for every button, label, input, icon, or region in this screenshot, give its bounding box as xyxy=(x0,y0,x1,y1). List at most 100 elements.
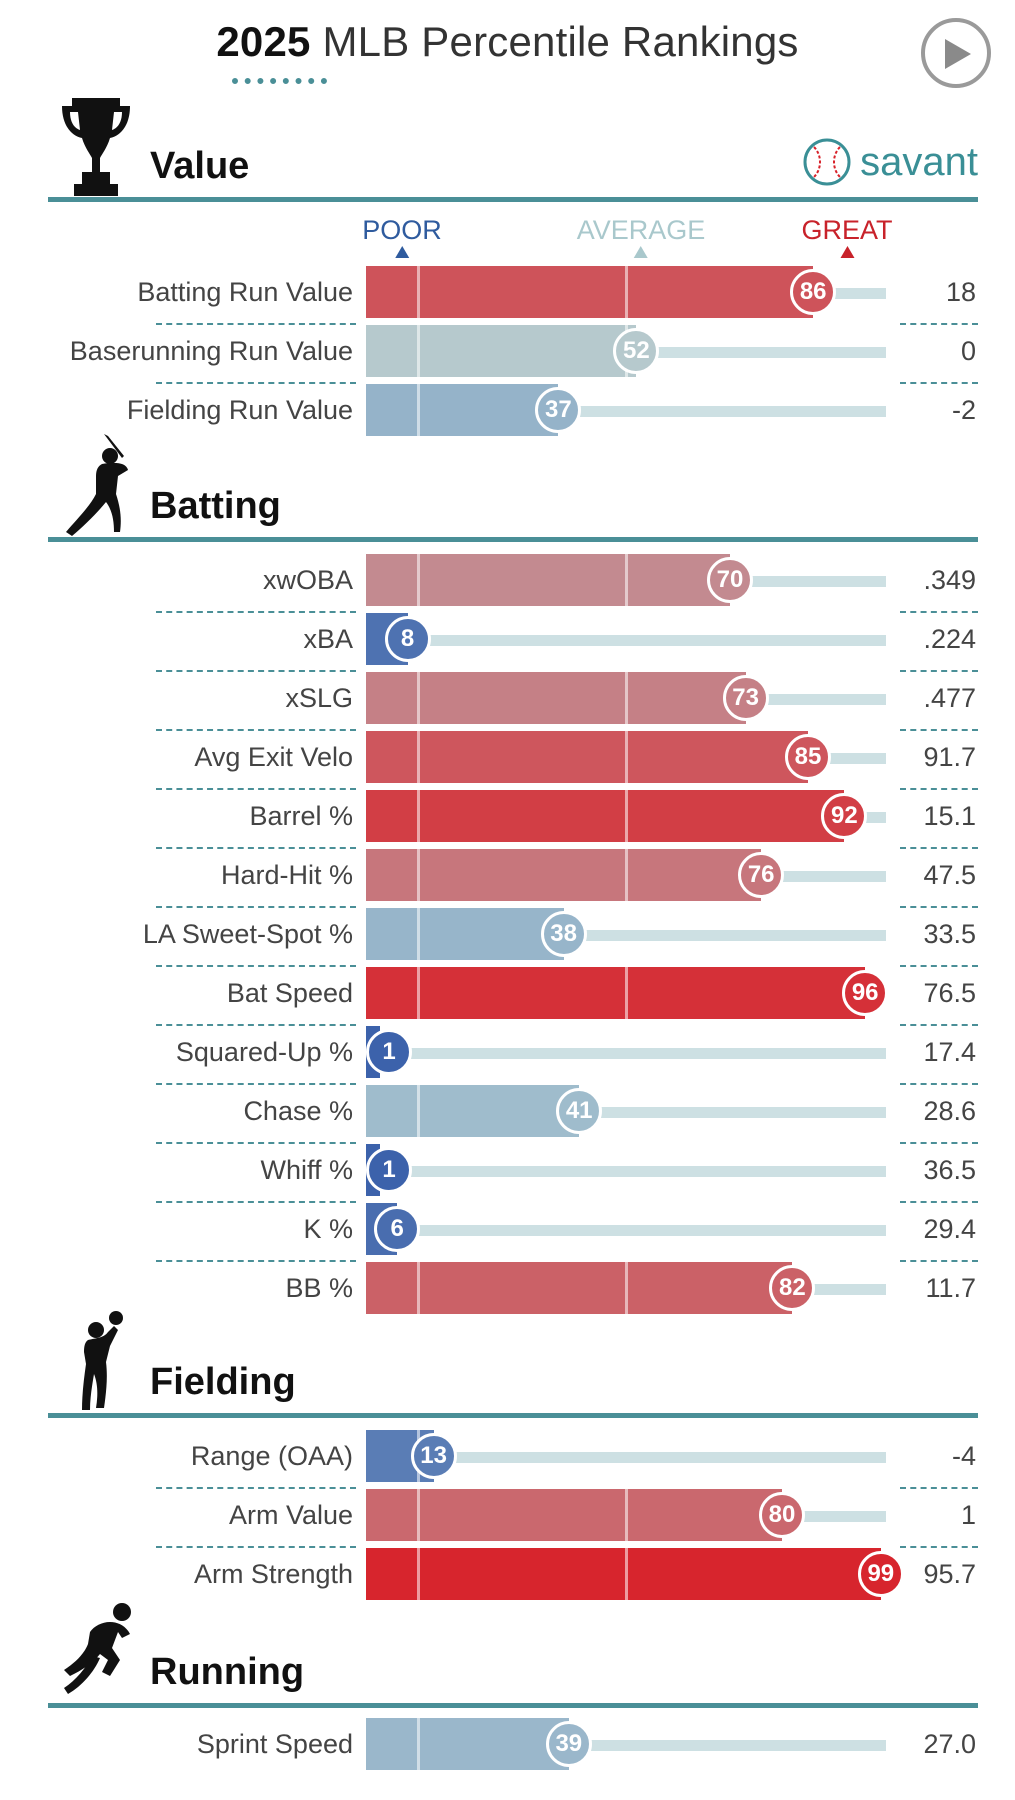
metric-value: 27.0 xyxy=(923,1729,976,1759)
savant-logo[interactable]: savant xyxy=(802,136,978,188)
row-divider-left xyxy=(156,323,356,325)
section-batting: Batting xyxy=(48,432,978,542)
metric-value: -4 xyxy=(951,1441,976,1471)
percentile-badge: 80 xyxy=(759,1492,805,1538)
metric-row[interactable]: Arm Strength 99 95.7 xyxy=(0,1548,1015,1600)
metric-row[interactable]: Hard-Hit % 76 47.5 xyxy=(0,849,1015,908)
metric-row[interactable]: Squared-Up % 1 17.4 xyxy=(0,1026,1015,1085)
percentile-bar xyxy=(366,1085,580,1137)
percentile-badge: 1 xyxy=(366,1029,412,1075)
scale-average-label: AVERAGE xyxy=(576,215,706,245)
percentile-track xyxy=(366,1107,886,1118)
percentile-badge: 52 xyxy=(613,328,660,374)
scale-marker xyxy=(625,672,628,724)
scale-marker xyxy=(417,1085,420,1137)
batter-silhouette-icon xyxy=(66,434,128,536)
row-divider-right xyxy=(900,1083,978,1085)
metric-row[interactable]: Bat Speed 96 76.5 xyxy=(0,967,1015,1026)
metric-value: 95.7 xyxy=(923,1559,976,1589)
row-divider-right xyxy=(900,382,978,384)
percentile-badge: 96 xyxy=(842,970,889,1016)
metric-label: LA Sweet-Spot % xyxy=(142,919,353,949)
section-value: Value savant xyxy=(48,92,978,202)
metric-label: Range (OAA) xyxy=(190,1441,353,1471)
percentile-badge: 76 xyxy=(738,852,785,898)
row-divider-right xyxy=(900,788,978,790)
row-divider-left xyxy=(156,1201,356,1203)
row-divider-left xyxy=(156,788,356,790)
percentile-bar xyxy=(366,731,808,783)
section-rule xyxy=(48,537,978,542)
percentile-badge: 6 xyxy=(374,1206,421,1252)
metric-row[interactable]: xSLG 73 .477 xyxy=(0,672,1015,731)
percentile-badge: 8 xyxy=(384,616,431,662)
scale-great-label: GREAT xyxy=(801,215,893,245)
metric-value: 18 xyxy=(945,277,976,307)
percentile-badge: 92 xyxy=(821,793,868,839)
percentile-track xyxy=(366,1166,886,1177)
row-divider-left xyxy=(156,1546,356,1548)
row-divider-right xyxy=(900,323,978,325)
row-divider-right xyxy=(900,670,978,672)
percentile-bar xyxy=(366,967,866,1019)
percentile-track xyxy=(366,930,886,941)
metric-row[interactable]: xwOBA 70 .349 xyxy=(0,554,1015,613)
row-divider-right xyxy=(900,906,978,908)
metric-row[interactable]: BB % 82 11.7 xyxy=(0,1262,1015,1314)
section-rule xyxy=(48,1703,978,1708)
metric-row[interactable]: Fielding Run Value 37 -2 xyxy=(0,384,1015,436)
metric-row[interactable]: Arm Value 80 1 xyxy=(0,1489,1015,1548)
percentile-badge: 82 xyxy=(769,1265,816,1311)
section-rule xyxy=(48,197,978,202)
scale-poor: POOR xyxy=(362,215,442,258)
row-divider-left xyxy=(156,670,356,672)
title-year: 2025 xyxy=(216,18,311,65)
percentile-bar xyxy=(366,1548,881,1600)
metric-label: Avg Exit Velo xyxy=(194,742,353,772)
section-fielding: Fielding xyxy=(48,1308,978,1418)
play-button[interactable] xyxy=(921,18,991,88)
metric-row[interactable]: LA Sweet-Spot % 38 33.5 xyxy=(0,908,1015,967)
metric-label: Squared-Up % xyxy=(175,1037,353,1067)
metric-row[interactable]: Chase % 41 28.6 xyxy=(0,1085,1015,1144)
metric-row[interactable]: K % 6 29.4 xyxy=(0,1203,1015,1262)
metric-value: 11.7 xyxy=(925,1273,976,1303)
metric-row[interactable]: Range (OAA) 13 -4 xyxy=(0,1430,1015,1489)
play-icon xyxy=(945,39,971,69)
row-divider-left xyxy=(156,1142,356,1144)
row-divider-left xyxy=(156,729,356,731)
metric-row[interactable]: Whiff % 1 36.5 xyxy=(0,1144,1015,1203)
percentile-badge: 13 xyxy=(410,1433,457,1479)
percentile-badge: 70 xyxy=(707,557,753,603)
metric-row[interactable]: Avg Exit Velo 85 91.7 xyxy=(0,731,1015,790)
section-title: Batting xyxy=(150,485,281,527)
percentile-badge: 38 xyxy=(540,911,587,957)
metric-label: Sprint Speed xyxy=(196,1729,353,1759)
metric-row[interactable]: Baserunning Run Value 52 0 xyxy=(0,325,1015,384)
metric-value: 33.5 xyxy=(923,919,976,949)
metric-row[interactable]: xBA 8 .224 xyxy=(0,613,1015,672)
row-divider-left xyxy=(156,1487,356,1489)
baseball-icon xyxy=(803,138,851,186)
metric-label: K % xyxy=(303,1214,353,1244)
row-divider-right xyxy=(900,611,978,613)
average-pointer-icon xyxy=(633,246,648,258)
percentile-bar xyxy=(366,672,746,724)
scale-marker xyxy=(625,967,628,1019)
metric-label: Chase % xyxy=(243,1096,353,1126)
metric-row[interactable]: Barrel % 92 15.1 xyxy=(0,790,1015,849)
row-divider-right xyxy=(900,1024,978,1026)
percentile-bar xyxy=(366,908,564,960)
metric-value: 76.5 xyxy=(923,978,976,1008)
row-divider-left xyxy=(156,611,356,613)
metric-label: Hard-Hit % xyxy=(220,860,353,890)
metric-row[interactable]: Batting Run Value 86 18 xyxy=(0,266,1015,325)
percentile-bar xyxy=(366,384,559,436)
metric-label: Arm Value xyxy=(228,1500,353,1530)
metric-row[interactable]: Sprint Speed 39 27.0 xyxy=(0,1718,1015,1770)
scale-great: GREAT xyxy=(801,215,893,258)
scale-marker xyxy=(417,731,420,783)
percentile-track xyxy=(366,1048,886,1059)
poor-pointer-icon xyxy=(394,246,409,258)
scale-marker xyxy=(417,554,420,606)
